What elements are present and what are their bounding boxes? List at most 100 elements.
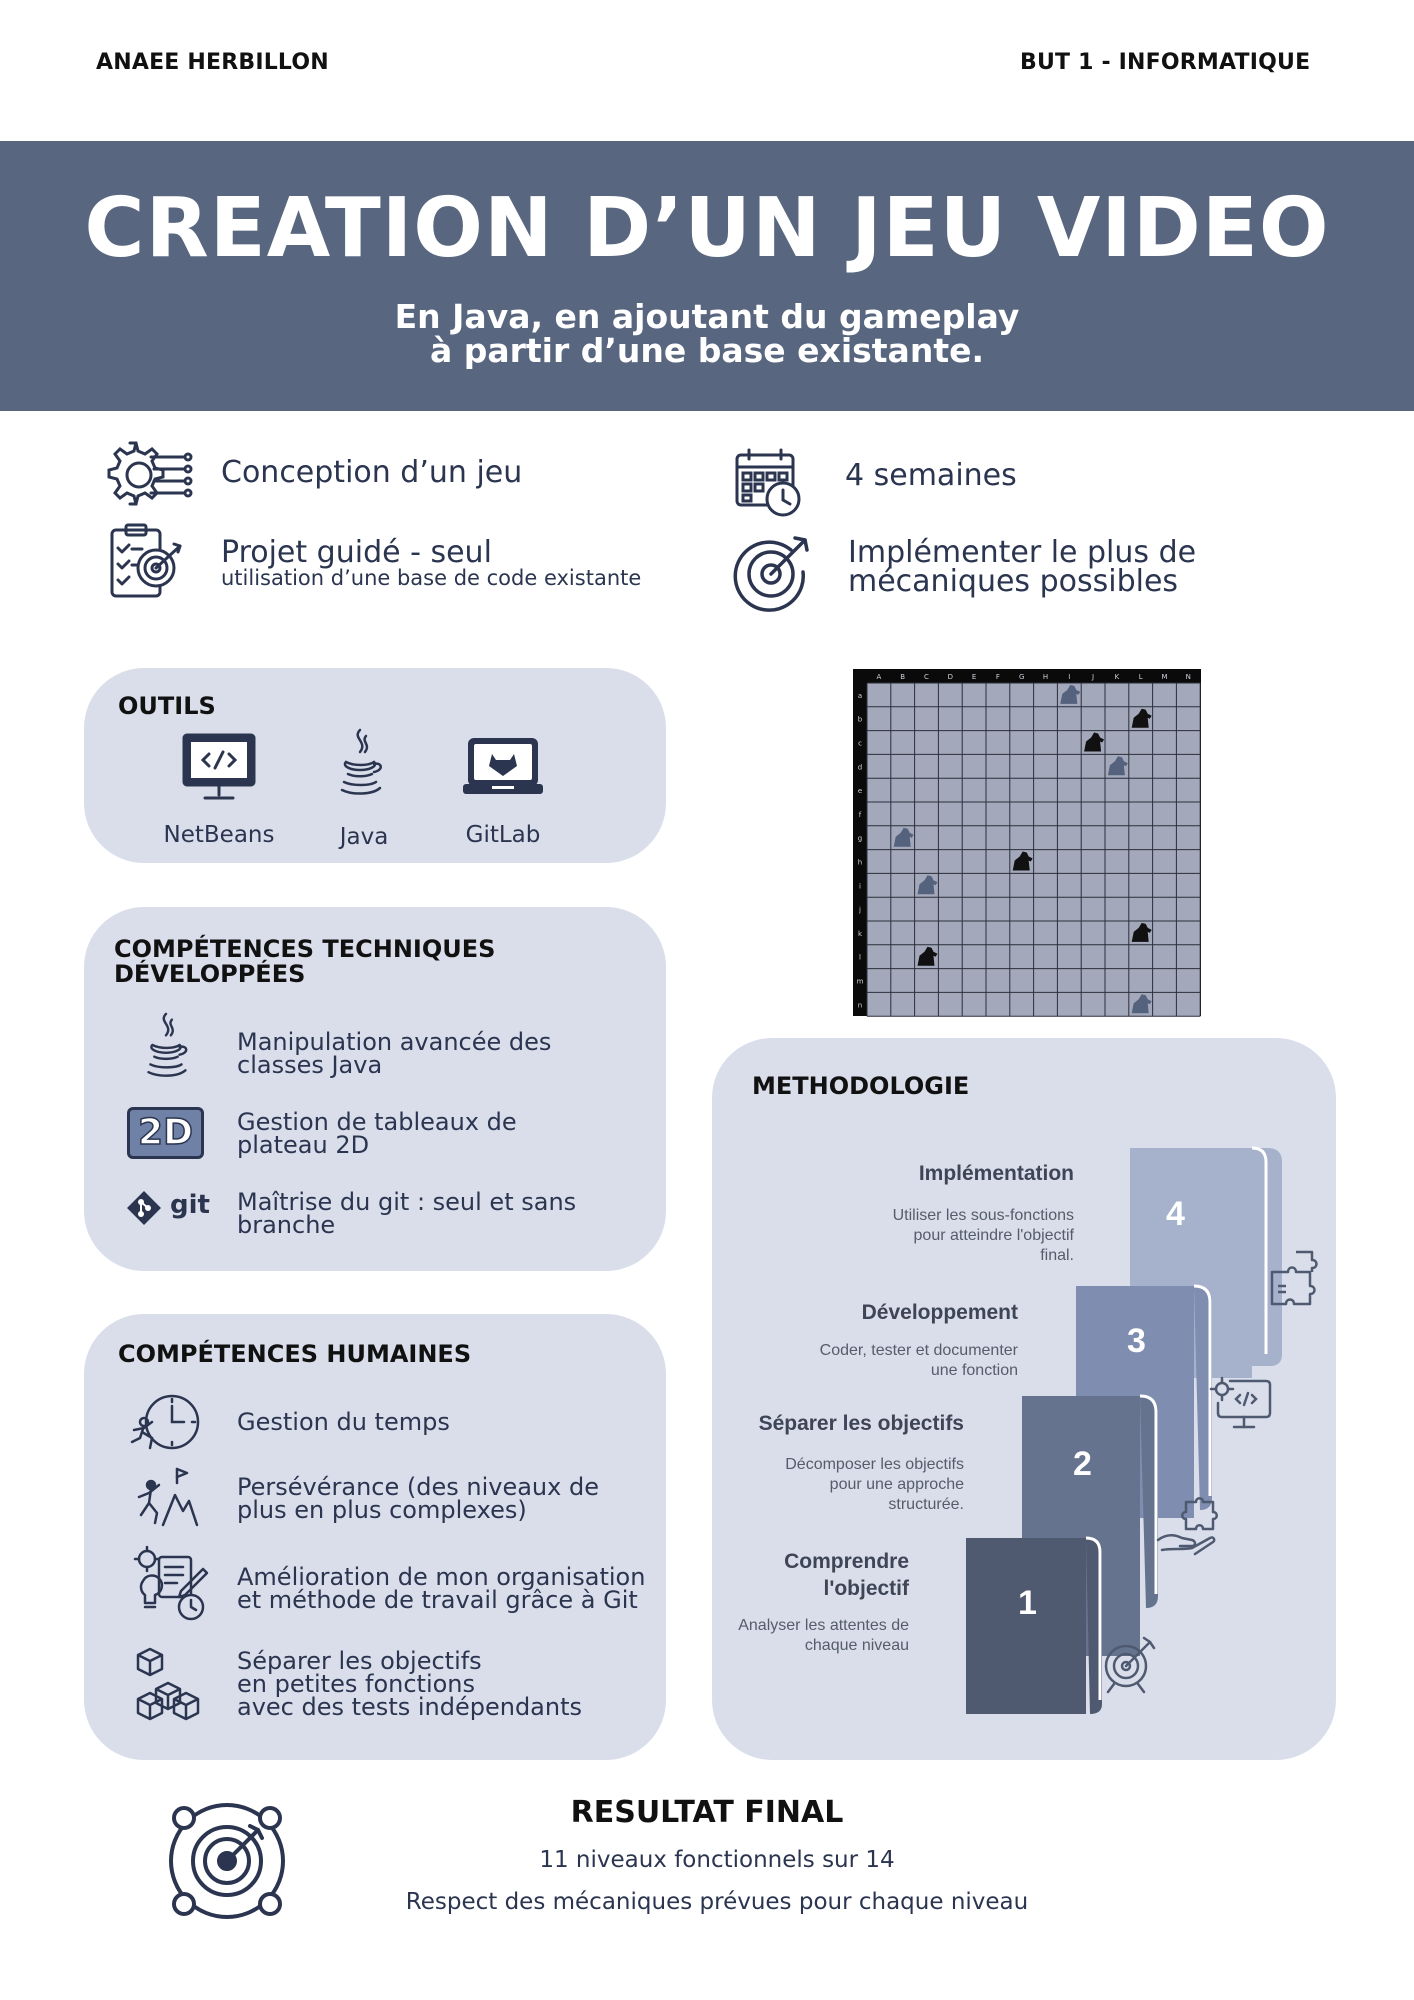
game-board-screenshot: A B C D E F G H I J K L M Na b c d e f g h i j k l m n: [853, 669, 1201, 1017]
grid-col-label: D: [948, 673, 953, 681]
tech-skills-title: COMPÉTENCES TECHNIQUES DÉVELOPPÉES: [114, 935, 496, 988]
java-icon: [340, 728, 382, 795]
grid-col-label: G: [1019, 673, 1024, 681]
tool-label-java: Java: [339, 824, 389, 850]
java-icon: [147, 1012, 188, 1077]
human-skill-separation: Séparer les objectifs en petites fonctio…: [237, 1647, 583, 1721]
human-skill-time: Gestion du temps: [237, 1408, 450, 1436]
unit-icon: [917, 875, 938, 895]
clock-runner-icon: [130, 1394, 200, 1450]
climber-icon: [137, 1467, 199, 1527]
step-1-scroll: [966, 1536, 1102, 1714]
tools-title: OUTILS: [118, 692, 216, 720]
grid-row-label: m: [857, 978, 864, 986]
step-desc-2: Décomposer les objectifs pour une approc…: [785, 1456, 964, 1513]
human-skill-perseverance: Persévérance (des niveaux de plus en plu…: [237, 1473, 599, 1524]
2d-icon: 2D: [127, 1107, 204, 1159]
grid-row-label: d: [858, 763, 862, 771]
grid-col-label: J: [1091, 673, 1094, 681]
puzzle-icon: [1270, 1250, 1318, 1306]
step-title-2: Séparer les objectifs: [758, 1412, 964, 1435]
methodology-staircase: [966, 1146, 1282, 1714]
grid-row-label: g: [858, 835, 862, 843]
grid-col-label: B: [900, 673, 905, 681]
result-target-icon: [169, 1803, 285, 1919]
grid-row-label: b: [858, 716, 863, 724]
step-desc-3: Coder, tester et documenter une fonction: [819, 1342, 1018, 1379]
grid-row-label: k: [858, 930, 863, 938]
unit-icon: [893, 827, 914, 847]
grid-row-label: j: [858, 906, 861, 914]
grid-row-label: f: [859, 811, 862, 819]
grid-col-label: H: [1043, 673, 1048, 681]
unit-icon: [1131, 922, 1152, 942]
step-desc-1: Analyser les attentes de chaque niveau: [738, 1617, 909, 1654]
human-skills-card: [84, 1314, 666, 1760]
grid-row-label: e: [858, 787, 862, 795]
target-icon: [1104, 1636, 1156, 1694]
step-number-2: 2: [1073, 1445, 1092, 1483]
git-icon-label: git: [170, 1190, 210, 1220]
grid-row-label: h: [858, 859, 862, 867]
program-name: BUT 1 - INFORMATIQUE: [1020, 50, 1311, 75]
grid-col-label: K: [1115, 673, 1120, 681]
page-title: CREATION D’UN JEU VIDEO: [84, 181, 1330, 276]
tool-label-netbeans: NetBeans: [163, 822, 275, 848]
step-title-4: Implémentation: [918, 1162, 1074, 1185]
grid-row-label: c: [858, 740, 862, 748]
unit-icon: [1012, 851, 1033, 871]
unit-icon: [1107, 756, 1128, 776]
unit-icon: [1131, 708, 1152, 728]
grid-col-label: A: [877, 673, 882, 681]
result-line-1: 11 niveaux fonctionnels sur 14: [539, 1847, 895, 1873]
result-line-2: Respect des mécaniques prévues pour chaq…: [405, 1889, 1029, 1915]
step-number-4: 4: [1166, 1195, 1185, 1233]
tool-label-gitlab: GitLab: [465, 822, 541, 848]
project-text: Projet guidé - seul: [221, 535, 492, 570]
step-number-1: 1: [1018, 1584, 1037, 1622]
step-title-1: Comprendre l'objectif: [784, 1550, 909, 1600]
organisation-icon: [133, 1545, 209, 1621]
puzzle-hand-icon: [1156, 1497, 1218, 1556]
unit-icon: [917, 946, 938, 966]
cubes-icon: [136, 1647, 200, 1721]
gitlab-laptop-icon: [463, 738, 543, 794]
gear-circuit-icon: [107, 441, 193, 506]
title-banner: [0, 141, 1414, 411]
step-title-3: Développement: [861, 1301, 1018, 1324]
project-subtext: utilisation d’une base de code existante: [221, 566, 642, 590]
calendar-clock-icon: [735, 448, 801, 517]
grid-col-label: N: [1186, 673, 1191, 681]
grid-row-label: n: [858, 1001, 862, 1009]
checklist-target-icon: [110, 523, 182, 598]
grid-col-label: F: [996, 673, 1000, 681]
2d-icon-label: 2D: [137, 1111, 193, 1154]
grid-col-label: I: [1068, 673, 1070, 681]
tech-skill-java: Manipulation avancée des classes Java: [237, 1028, 552, 1079]
methodology-title: METHODOLOGIE: [752, 1072, 970, 1100]
step-number-3: 3: [1127, 1322, 1146, 1360]
goal-text: Implémenter le plus de mécaniques possib…: [848, 535, 1197, 599]
result-title: RESULTAT FINAL: [570, 1795, 844, 1830]
tech-skill-git: Maîtrise du git : seul et sans branche: [237, 1188, 577, 1239]
page-subtitle: En Java, en ajoutant du gameplay à parti…: [394, 297, 1020, 370]
grid-col-label: E: [972, 673, 976, 681]
target-arrow-icon: [733, 536, 809, 612]
unit-icon: [1060, 684, 1081, 704]
grid-row-label: i: [859, 882, 861, 890]
conception-text: Conception d’un jeu: [221, 455, 523, 490]
code-monitor-icon: [1209, 1376, 1272, 1429]
grid-row-label: a: [858, 692, 862, 700]
grid-col-label: M: [1161, 673, 1167, 681]
human-skill-organisation: Amélioration de mon organisation et méth…: [237, 1563, 646, 1614]
duration-text: 4 semaines: [845, 458, 1017, 493]
tech-skill-2d: Gestion de tableaux de plateau 2D: [237, 1108, 517, 1159]
git-icon: [127, 1191, 161, 1225]
unit-icon: [1084, 732, 1105, 752]
grid-col-label: C: [924, 673, 929, 681]
unit-icon: [1131, 994, 1152, 1014]
author-name: ANAEE HERBILLON: [96, 50, 329, 75]
tech-skills-card: [84, 907, 666, 1271]
step-desc-4: Utiliser les sous-fonctions pour atteind…: [892, 1207, 1074, 1264]
grid-col-label: L: [1139, 673, 1143, 681]
